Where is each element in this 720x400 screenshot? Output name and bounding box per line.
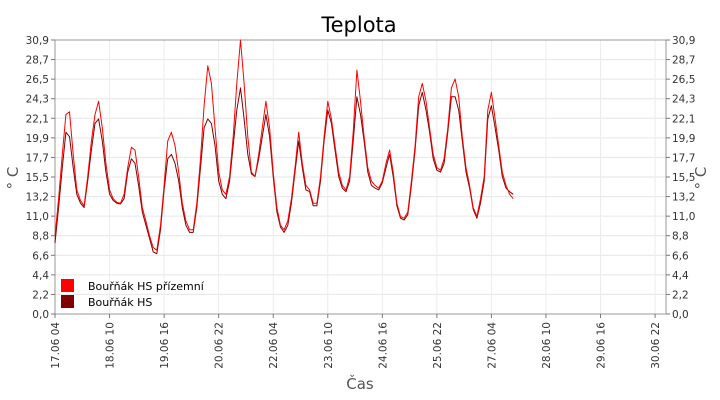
y-tick-label: 8,8 (672, 231, 689, 243)
y-tick-label: 0,0 (672, 309, 689, 321)
legend: Bouřňák HS přízemní Bouřňák HS (61, 279, 205, 309)
x-tick-label: 20.06 22 (214, 322, 226, 369)
series-layer (54, 39, 514, 255)
y-tick-label: 4,4 (32, 270, 49, 282)
y-tick-label: 22,1 (26, 113, 49, 125)
legend-label: Bouřňák HS (88, 296, 152, 309)
y-axis-label-right: ° C (692, 167, 710, 190)
series-line-0 (54, 39, 514, 251)
legend-swatch (61, 279, 74, 292)
x-tick-label: 30.06 22 (650, 322, 662, 369)
x-axis-label: Čas (346, 374, 374, 393)
y-tick-label: 22,1 (672, 113, 695, 125)
y-tick-label: 8,8 (32, 231, 49, 243)
y-tick-label: 13,2 (26, 192, 49, 204)
x-tick-label: 24.06 16 (377, 322, 389, 369)
y-tick-label: 2,2 (672, 289, 689, 301)
y-tick-label: 11,0 (26, 211, 49, 223)
x-tick-label: 22.06 04 (268, 322, 280, 369)
x-tick-label: 18.06 10 (105, 322, 117, 369)
y-tick-label: 0,0 (32, 309, 49, 321)
y-tick-label: 4,4 (672, 270, 689, 282)
y-tick-label: 28,7 (26, 55, 49, 67)
y-tick-label: 11,0 (672, 211, 695, 223)
series-line-1 (54, 87, 514, 255)
y-tick-label: 26,5 (672, 74, 695, 86)
x-tick-label: 19.06 16 (159, 322, 171, 369)
legend-label: Bouřňák HS přízemní (88, 280, 205, 293)
y-tick-label: 15,5 (26, 172, 49, 184)
y-tick-label: 13,2 (672, 192, 695, 204)
y-tick-label: 2,2 (32, 289, 49, 301)
y-tick-label: 26,5 (26, 74, 49, 86)
y-tick-label: 19,9 (672, 133, 695, 145)
y-tick-label: 6,6 (32, 250, 49, 262)
legend-swatch (61, 295, 74, 308)
x-axis: 17.06 04 18.06 10 19.06 16 20.06 22 22.06 04… (50, 314, 662, 369)
grid (54, 40, 666, 314)
y-tick-label: 15,5 (672, 172, 695, 184)
x-tick-label: 17.06 04 (50, 322, 62, 369)
chart-title: Teplota (320, 13, 396, 37)
y-tick-label: 30,9 (26, 35, 49, 47)
y-tick-label: 17,7 (672, 152, 695, 164)
y-axis-left: 0,0 2,2 4,4 6,6 8,8 11,0 13,2 15,5 17,7 19,9 22,1 2… (26, 35, 55, 321)
x-tick-label: 29.06 16 (596, 322, 608, 369)
y-tick-label: 24,3 (672, 94, 695, 106)
x-tick-label: 23.06 10 (323, 322, 335, 369)
y-axis-right: 0,0 2,2 4,4 6,6 8,8 11,0 13,2 15,5 17,7 19,9 22,1 2… (666, 35, 695, 321)
y-tick-label: 28,7 (672, 55, 695, 67)
y-axis-label-left: ° C (4, 167, 22, 190)
y-tick-label: 24,3 (26, 94, 49, 106)
y-tick-label: 30,9 (672, 35, 695, 47)
y-tick-label: 17,7 (26, 152, 49, 164)
y-tick-label: 19,9 (26, 133, 49, 145)
x-tick-label: 27.06 04 (486, 322, 498, 369)
y-tick-label: 6,6 (672, 250, 689, 262)
x-tick-label: 25.06 22 (432, 322, 444, 369)
x-tick-label: 28.06 10 (541, 322, 553, 369)
